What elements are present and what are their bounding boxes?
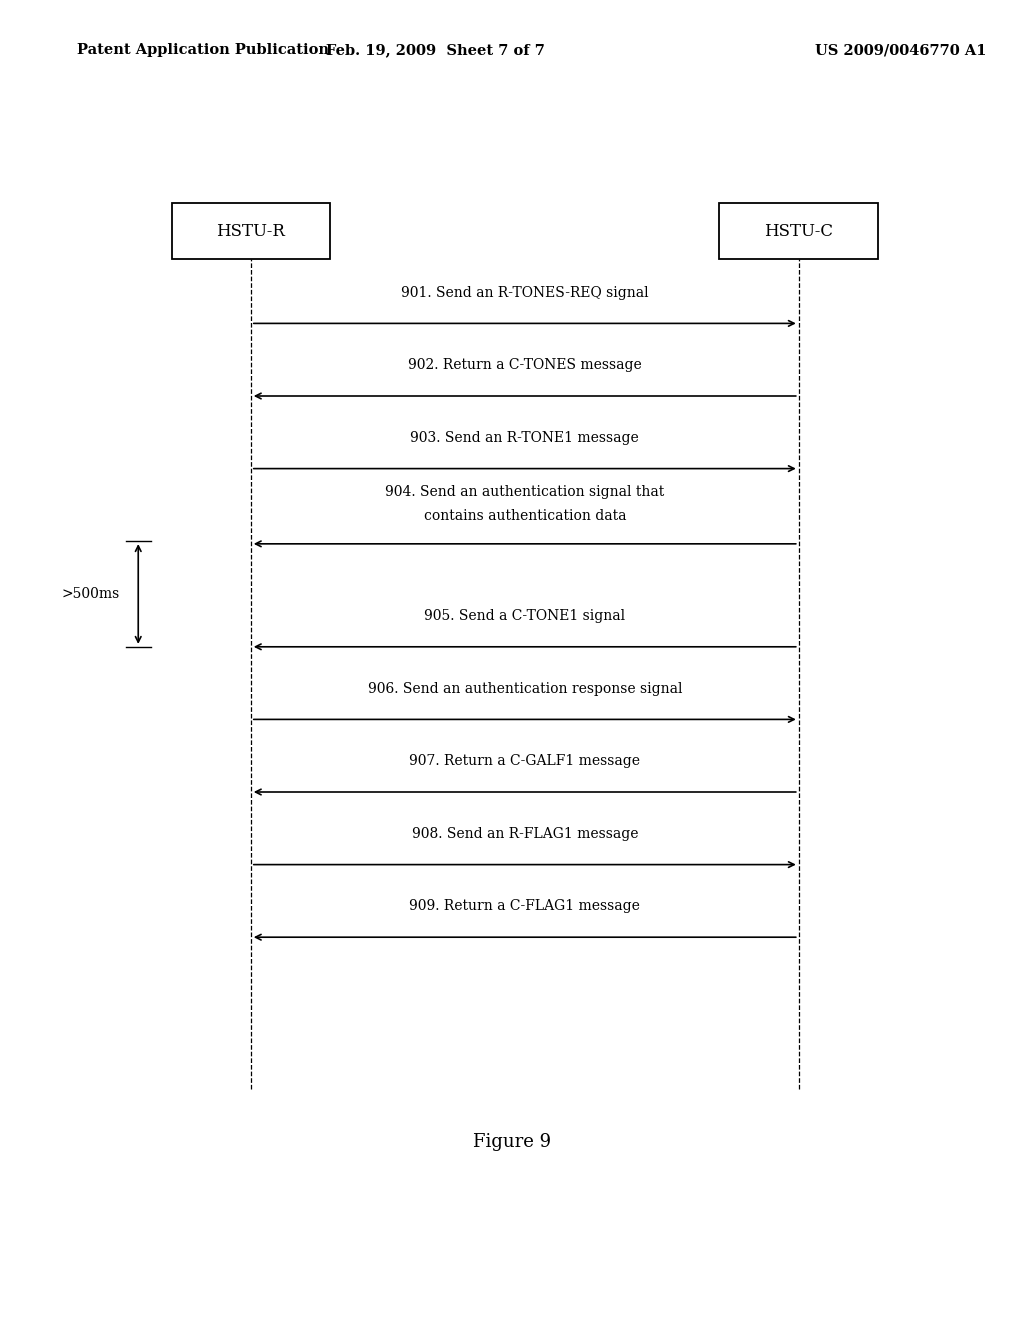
Text: 902. Return a C-TONES message: 902. Return a C-TONES message [408, 358, 642, 372]
Text: Figure 9: Figure 9 [473, 1133, 551, 1151]
Text: 908. Send an R-FLAG1 message: 908. Send an R-FLAG1 message [412, 826, 638, 841]
Text: contains authentication data: contains authentication data [424, 508, 626, 523]
Text: 909. Return a C-FLAG1 message: 909. Return a C-FLAG1 message [410, 899, 640, 913]
Text: US 2009/0046770 A1: US 2009/0046770 A1 [815, 44, 987, 57]
Text: 901. Send an R-TONES-REQ signal: 901. Send an R-TONES-REQ signal [401, 285, 648, 300]
Bar [171, 203, 330, 259]
Bar [719, 203, 879, 259]
Text: HSTU-C: HSTU-C [764, 223, 834, 239]
Text: 906. Send an authentication response signal: 906. Send an authentication response sig… [368, 681, 682, 696]
Text: Patent Application Publication: Patent Application Publication [77, 44, 329, 57]
Text: Feb. 19, 2009  Sheet 7 of 7: Feb. 19, 2009 Sheet 7 of 7 [326, 44, 545, 57]
Text: 907. Return a C-GALF1 message: 907. Return a C-GALF1 message [410, 754, 640, 768]
Text: HSTU-R: HSTU-R [216, 223, 286, 239]
Text: 905. Send a C-TONE1 signal: 905. Send a C-TONE1 signal [424, 609, 626, 623]
Text: 904. Send an authentication signal that: 904. Send an authentication signal that [385, 484, 665, 499]
Text: 903. Send an R-TONE1 message: 903. Send an R-TONE1 message [411, 430, 639, 445]
Text: >500ms: >500ms [61, 587, 120, 601]
